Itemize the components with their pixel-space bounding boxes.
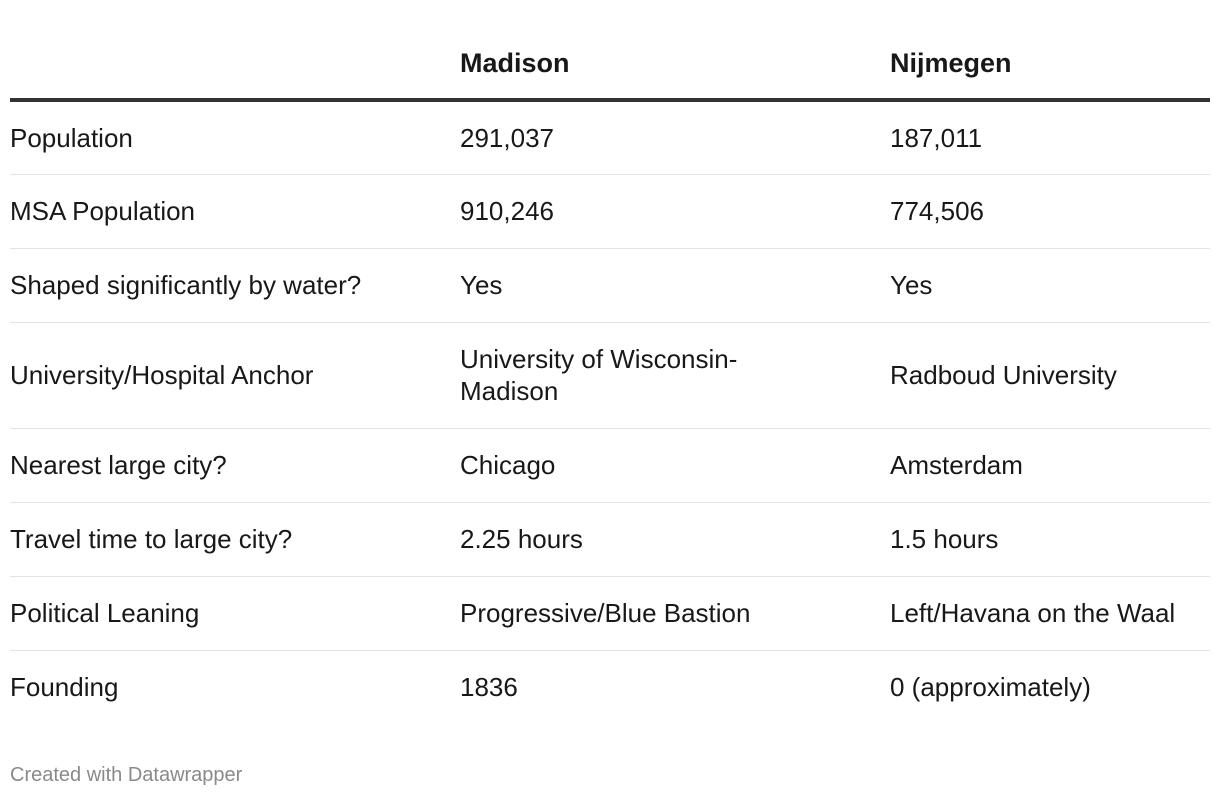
row-label: Political Leaning — [10, 576, 460, 651]
table-row-population: Population 291,037 187,011 — [10, 100, 1210, 175]
table-row-founding: Founding 1836 0 (approximately) — [10, 650, 1210, 724]
datawrapper-credit: Created with Datawrapper — [10, 764, 243, 786]
cell-nijmegen: Left/Havana on the Waal — [890, 576, 1210, 651]
table-row-political-leaning: Political Leaning Progressive/Blue Basti… — [10, 576, 1210, 651]
row-label: Founding — [10, 672, 119, 703]
row-label: Shaped significantly by water? — [10, 248, 460, 323]
row-label: Travel time to large city? — [10, 502, 460, 577]
table-row-nearest-city: Nearest large city? Chicago Amsterdam — [10, 428, 1210, 503]
cell-madison: 910,246 — [460, 174, 890, 249]
cell-nijmegen: Yes — [890, 248, 1210, 323]
cell-madison: University of Wisconsin-Madison — [460, 322, 890, 429]
cell-nijmegen: 774,506 — [890, 174, 1210, 249]
cell-nijmegen: 1.5 hours — [890, 502, 1210, 577]
cell-madison: 1836 — [460, 672, 518, 703]
header-row: Madison Nijmegen — [10, 28, 1210, 102]
row-label: Population — [10, 100, 460, 175]
header-cell-nijmegen: Nijmegen — [890, 28, 1210, 102]
table-row-travel-time: Travel time to large city? 2.25 hours 1.… — [10, 502, 1210, 577]
cell-nijmegen: 0 (approximately) — [890, 672, 1091, 703]
table-row-anchor: University/Hospital Anchor University of… — [10, 322, 1210, 429]
table-header: Madison Nijmegen — [10, 28, 1210, 102]
cell-madison-text: University of Wisconsin-Madison — [460, 344, 738, 406]
cell-nijmegen: 187,011 — [890, 100, 1210, 175]
cell-madison: Progressive/Blue Bastion — [460, 576, 890, 651]
cell-madison: 291,037 — [460, 100, 890, 175]
comparison-table-container: Madison Nijmegen Population 291,037 187,… — [10, 28, 1210, 724]
header-cell-madison: Madison — [460, 28, 890, 102]
cell-madison: Yes — [460, 248, 890, 323]
header-cell-label — [10, 28, 460, 102]
row-label: Nearest large city? — [10, 428, 460, 503]
cell-nijmegen: Radboud University — [890, 322, 1210, 429]
table-row-msa-population: MSA Population 910,246 774,506 — [10, 174, 1210, 249]
row-label: MSA Population — [10, 174, 460, 249]
cell-nijmegen: Amsterdam — [890, 428, 1210, 503]
row-label: University/Hospital Anchor — [10, 322, 460, 429]
table-row-water: Shaped significantly by water? Yes Yes — [10, 248, 1210, 323]
cell-madison: Chicago — [460, 428, 890, 503]
cell-madison: 2.25 hours — [460, 502, 890, 577]
table-body: Population 291,037 187,011 MSA Populatio… — [10, 100, 1210, 724]
comparison-table: Madison Nijmegen Population 291,037 187,… — [10, 28, 1210, 724]
